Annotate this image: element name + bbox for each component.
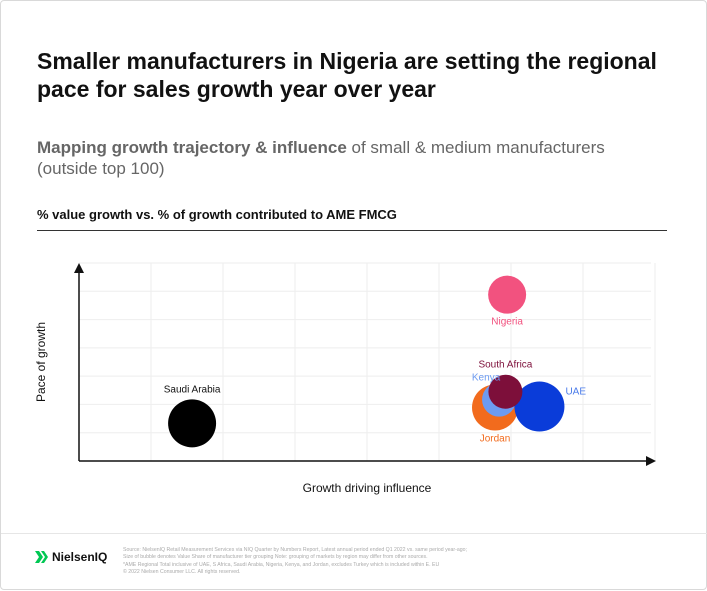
subtitle: Mapping growth trajectory & influence of…: [37, 137, 657, 179]
bubble-nigeria: [488, 275, 527, 314]
subtitle-bold: Mapping growth trajectory & influence: [37, 138, 347, 157]
brand-name: NielsenIQ: [52, 550, 108, 564]
bubble-label: South Africa: [478, 360, 532, 371]
x-axis-label: Growth driving influence: [303, 481, 432, 495]
bubble-saudi-arabia: [168, 399, 217, 448]
chart-axes: [74, 263, 656, 466]
chart-bubbles: [168, 275, 565, 448]
footnote-line: © 2022 Nielsen Consumer LLC. All rights …: [123, 569, 241, 576]
y-axis-label: Pace of growth: [34, 322, 48, 402]
footnote-line: Source: NielsenIQ Retail Measurement Ser…: [123, 547, 467, 553]
bubble-south-africa: [488, 374, 523, 409]
x-axis-arrow-icon: [646, 456, 656, 466]
bubble-label: Nigeria: [491, 317, 523, 328]
chart-grid: [79, 262, 656, 461]
footer-divider: [1, 533, 707, 534]
y-axis-arrow-icon: [74, 263, 84, 273]
nielseniq-logo-icon: [35, 551, 48, 563]
header-divider: [37, 230, 667, 231]
bubble-label: Kenya: [472, 373, 501, 384]
footnote: Source: NielsenIQ Retail Measurement Ser…: [123, 547, 563, 577]
bubble-label: Saudi Arabia: [164, 384, 221, 395]
chart-header: % value growth vs. % of growth contribut…: [37, 207, 397, 222]
bubble-label: Jordan: [480, 434, 511, 445]
footnote-line: Size of bubble denotes Value Share of ma…: [123, 554, 428, 561]
bubble-label: UAE: [565, 387, 586, 398]
subtitle-rest: of small & medium manufacturers (outside…: [37, 138, 605, 178]
page-title: Smaller manufacturers in Nigeria are set…: [37, 48, 657, 102]
chart-bubble-labels: Saudi Arabia Jordan Kenya UAE South Africa Ni…: [164, 317, 587, 445]
bubble-uae: [514, 381, 565, 432]
nielseniq-logo: NielsenIQ: [34, 550, 107, 564]
footnote-line: *AME Regional Total inclusive of UAE, S …: [123, 561, 440, 568]
